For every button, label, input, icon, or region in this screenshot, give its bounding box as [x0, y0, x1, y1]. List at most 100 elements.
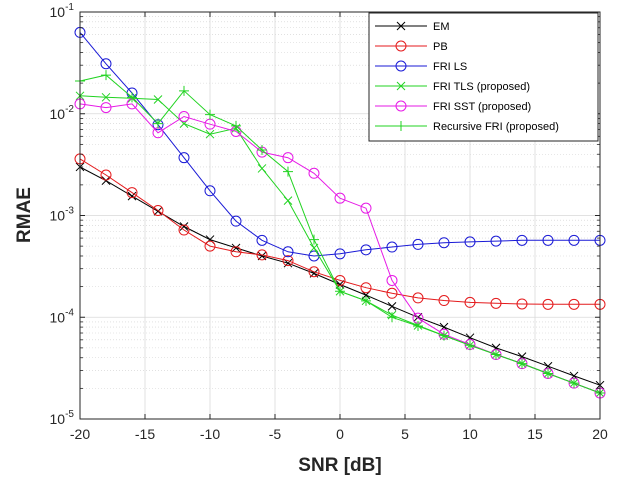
legend-swatch-marker: [396, 21, 406, 31]
data-point: [230, 246, 242, 258]
data-point: [542, 298, 554, 310]
data-point: [256, 249, 268, 261]
data-point: [386, 241, 398, 253]
data-point: [283, 196, 293, 205]
legend-swatch-marker: [396, 121, 406, 131]
data-point: [178, 152, 190, 164]
legend-swatch-marker: [395, 40, 407, 52]
x-tick-label: 5: [401, 426, 409, 442]
data-point: [464, 236, 476, 248]
data-point: [308, 266, 320, 278]
legend-item: FRI SST (proposed): [375, 100, 531, 113]
y-tick-label: 10-4: [50, 307, 75, 325]
data-point: [152, 204, 164, 216]
legend-item: PB: [375, 40, 448, 53]
data-point: [412, 238, 424, 250]
data-point: [100, 169, 112, 181]
data-point: [387, 301, 397, 311]
y-axis-label: RMAE: [14, 187, 35, 243]
legend-label: FRI TLS (proposed): [433, 81, 530, 93]
x-tick-label: 0: [336, 426, 344, 442]
data-point: [231, 120, 241, 131]
data-point: [438, 295, 450, 307]
data-point: [438, 237, 450, 249]
data-point: [387, 312, 397, 323]
x-tick-label: -15: [135, 426, 155, 442]
y-tick-label: 10-2: [50, 104, 75, 122]
data-point: [231, 243, 241, 253]
y-tick-label: 10-3: [50, 206, 75, 224]
data-point: [178, 224, 190, 236]
x-axis-label: SNR [dB]: [298, 455, 381, 476]
series-line: [79, 32, 600, 257]
legend-box: [368, 12, 599, 142]
data-point: [386, 287, 398, 299]
legend-label: FRI SST (proposed): [433, 101, 531, 113]
x-tick-label: -20: [70, 426, 90, 442]
data-point: [569, 378, 579, 389]
data-point: [100, 102, 112, 114]
data-point: [127, 191, 137, 201]
x-tick-label: 10: [462, 426, 478, 442]
data-point: [179, 85, 189, 96]
legend-label: PB: [433, 41, 448, 53]
y-tick-labels: 10-5 10-4 10-3 10-2 10-1: [50, 2, 75, 427]
data-point: [360, 244, 372, 256]
data-point: [490, 235, 502, 247]
series-layer: [74, 26, 606, 399]
data-point: [334, 192, 346, 204]
data-point: [282, 152, 294, 164]
data-point: [282, 255, 294, 267]
y-tick-label: 10-1: [50, 2, 75, 20]
data-point: [542, 234, 554, 246]
data-point: [335, 286, 345, 297]
data-point: [439, 330, 449, 341]
data-point: [465, 340, 475, 351]
data-point: [126, 187, 138, 199]
data-point: [491, 349, 501, 360]
legend-swatch-marker: [395, 100, 407, 112]
data-point: [282, 246, 294, 258]
data-point: [178, 110, 190, 122]
data-point: [101, 70, 111, 81]
data-point: [100, 58, 112, 70]
data-point: [205, 129, 215, 139]
data-point: [516, 234, 528, 246]
legend-item: EM: [375, 21, 450, 33]
data-point: [412, 292, 424, 304]
data-point: [543, 368, 553, 379]
data-point: [153, 118, 163, 129]
data-point: [517, 358, 527, 369]
x-tick-label: -5: [269, 426, 282, 442]
legend-item: Recursive FRI (proposed): [375, 121, 559, 133]
data-point: [568, 298, 580, 310]
data-point: [386, 274, 398, 286]
data-point: [257, 145, 267, 156]
data-point: [360, 282, 372, 294]
data-point: [309, 234, 319, 245]
x-tick-label: 20: [592, 426, 608, 442]
legend-item: FRI TLS (proposed): [375, 81, 530, 93]
series-5: [75, 70, 605, 399]
data-point: [153, 95, 163, 104]
y-tick-label: 10-5: [50, 409, 75, 427]
data-point: [490, 297, 502, 309]
data-point: [204, 240, 216, 252]
data-point: [101, 176, 111, 186]
data-point: [283, 166, 293, 177]
data-point: [256, 234, 268, 246]
data-point: [516, 298, 528, 310]
data-point: [464, 296, 476, 308]
data-point: [360, 202, 372, 214]
legend: EM PB FRI LS FRI TLS (proposed) FRI SST (pro…: [368, 12, 599, 142]
x-tick-labels: -20 -15 -10 -5 0 5 10 15 20: [70, 426, 608, 442]
data-point: [568, 234, 580, 246]
legend-label: FRI LS: [433, 61, 467, 73]
data-point: [101, 92, 111, 102]
legend-label: Recursive FRI (proposed): [433, 121, 559, 133]
data-point: [257, 164, 267, 173]
series-line: [79, 158, 600, 305]
data-point: [179, 222, 189, 231]
x-tick-label: -10: [200, 426, 220, 442]
